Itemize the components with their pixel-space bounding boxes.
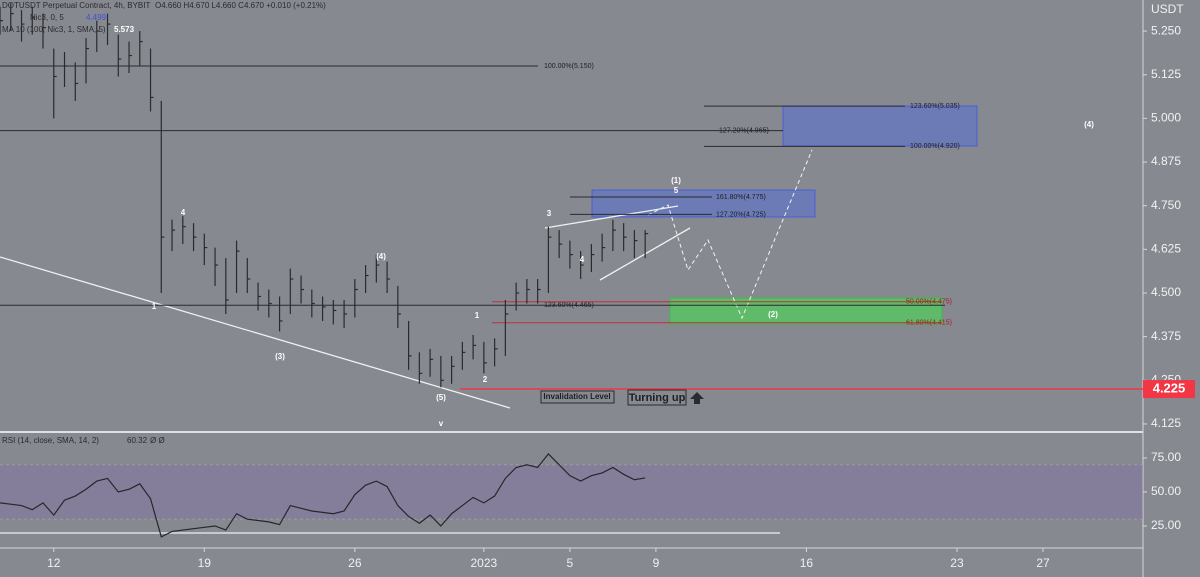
wave-label: 3 bbox=[547, 209, 552, 218]
fib-label: 127.20%(4.725) bbox=[716, 211, 766, 218]
x-tick-label: 19 bbox=[198, 556, 212, 570]
wave-label: 4 bbox=[580, 255, 585, 264]
note-box bbox=[627, 389, 687, 406]
wave-label: 1 bbox=[152, 302, 157, 311]
fib-label: 50.00%(4.475) bbox=[906, 299, 952, 306]
unit-label: USDT bbox=[1151, 2, 1184, 16]
note: Invalidation Level bbox=[543, 392, 610, 401]
trendline bbox=[544, 205, 679, 229]
wave-label: (4) bbox=[1084, 120, 1094, 129]
wave-label: (1) bbox=[671, 176, 681, 185]
x-tick-label: 2023 bbox=[471, 556, 498, 570]
y-tick-label: 4.750 bbox=[1151, 198, 1181, 212]
fib-label: 100.00%(4.920) bbox=[910, 143, 960, 150]
y-tick-label: 4.625 bbox=[1151, 242, 1181, 256]
rsi-band bbox=[0, 464, 1143, 520]
target-box bbox=[591, 189, 816, 218]
note-box bbox=[540, 390, 615, 404]
wave-label: (5) bbox=[436, 393, 446, 402]
rsi-title: RSI (14, close, SMA, 14, 2) bbox=[2, 436, 99, 445]
y-tick-label: 4.875 bbox=[1151, 154, 1181, 168]
wave-label: v bbox=[439, 419, 444, 428]
fib-label: 123.60%(4.465) bbox=[544, 302, 594, 309]
y-tick-label: 5.000 bbox=[1151, 111, 1181, 125]
y-tick-label: 5.125 bbox=[1151, 67, 1181, 81]
wave-label: 5 bbox=[674, 186, 679, 195]
projection-path bbox=[647, 149, 813, 320]
x-tick-label: 26 bbox=[348, 556, 362, 570]
up-arrow bbox=[690, 392, 704, 404]
fib-label: 127.20%(4.965) bbox=[719, 127, 769, 134]
alert-label: 4.225 bbox=[1153, 380, 1186, 395]
fib-label: 161.80%(4.775) bbox=[716, 194, 766, 201]
rsi-value: 60.32 bbox=[127, 436, 148, 445]
x-tick-label: 27 bbox=[1036, 556, 1050, 570]
wave-label: (3) bbox=[275, 352, 285, 361]
wave-label: 1 bbox=[475, 311, 480, 320]
trendline bbox=[0, 256, 511, 409]
x-tick-label: 5 bbox=[567, 556, 574, 570]
x-tick-label: 12 bbox=[47, 556, 61, 570]
note: Turning up bbox=[629, 392, 686, 404]
legend-value: 4.499 bbox=[86, 13, 107, 22]
legend-title: DOTUSDT Perpetual Contract, 4h, BYBIT bbox=[2, 1, 150, 10]
fib-label: 100.00%(5.150) bbox=[544, 63, 594, 70]
fib-label: 123.60%(5.035) bbox=[910, 103, 960, 110]
wave-label: (4) bbox=[376, 252, 386, 261]
x-tick-label: 23 bbox=[950, 556, 964, 570]
y-tick-label: 4.375 bbox=[1151, 329, 1181, 343]
y-tick-label: 4.500 bbox=[1151, 285, 1181, 299]
x-tick-label: 16 bbox=[800, 556, 814, 570]
alert-label-bg bbox=[1143, 380, 1195, 399]
fib-label: 61.80%(4.415) bbox=[906, 320, 952, 327]
y-tick-label: 5.250 bbox=[1151, 23, 1181, 37]
y-tick-label: 25.00 bbox=[1151, 518, 1181, 532]
y-tick-label: 50.00 bbox=[1151, 484, 1181, 498]
y-tick-label: 4.125 bbox=[1151, 416, 1181, 430]
target-box bbox=[782, 105, 978, 147]
support-box bbox=[669, 297, 943, 325]
legend-line: MA 10 (100, Nic3, 1, SMA, 5) bbox=[2, 25, 106, 34]
wave-label: (2) bbox=[768, 310, 778, 319]
legend-line: Nic3, 0, 5 bbox=[30, 13, 64, 22]
wave-label: 4 bbox=[181, 208, 186, 217]
legend-value: 5.573 bbox=[114, 25, 135, 34]
legend-ohlc: O4.660 H4.670 L4.660 C4.670 +0.010 (+0.2… bbox=[155, 1, 326, 10]
y-tick-label: 75.00 bbox=[1151, 450, 1181, 464]
x-tick-label: 9 bbox=[653, 556, 660, 570]
rsi-line bbox=[0, 452, 646, 538]
rsi-extra: Ø Ø bbox=[150, 436, 165, 445]
wave-label: 2 bbox=[483, 375, 488, 384]
